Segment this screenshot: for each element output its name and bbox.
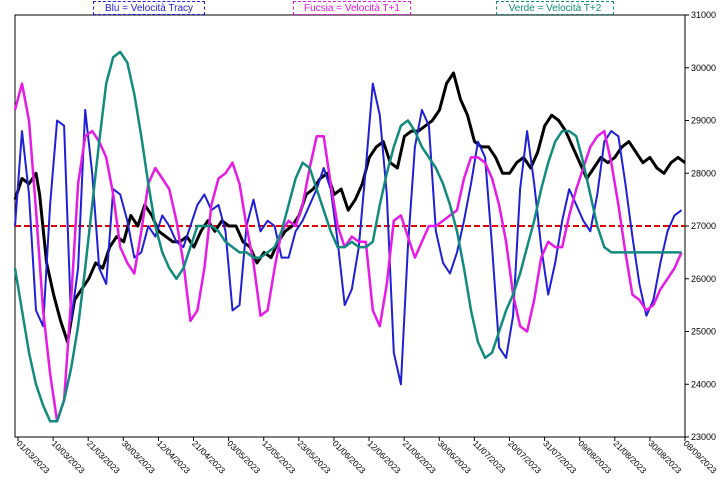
y-tick-label: 28000 xyxy=(691,168,716,178)
y-tick-label: 26000 xyxy=(691,274,716,284)
y-tick-label: 31000 xyxy=(691,10,716,20)
series-line-blue xyxy=(14,82,683,386)
y-tick-label: 24000 xyxy=(691,379,716,389)
x-tick-label: 30/08/2023 xyxy=(646,438,683,475)
x-tick-label: 12/04/2023 xyxy=(155,438,192,475)
x-tick-label: 12/06/2023 xyxy=(366,438,403,475)
y-tick-label: 29000 xyxy=(691,116,716,126)
y-tick-label: 23000 xyxy=(691,432,716,442)
x-tick-label: 21/04/2023 xyxy=(190,438,227,475)
x-tick-label: 01/06/2023 xyxy=(331,438,368,475)
x-tick-label: 09/08/2023 xyxy=(576,438,613,475)
series-line-green xyxy=(13,50,682,423)
y-tick-label: 30000 xyxy=(691,63,716,73)
legend-item-blue: Blu = Velocità Tracy xyxy=(93,1,205,15)
x-tick-label: 03/05/2023 xyxy=(225,438,262,475)
y-axis: 23000 24000 25000 26000 27000 28000 29000 30000… xyxy=(685,10,716,442)
y-tick-label: 27000 xyxy=(691,221,716,231)
x-tick-label: 12/05/2023 xyxy=(260,438,297,475)
x-axis: 01/03/202310/03/202321/03/202330/03/2023… xyxy=(15,437,719,476)
x-tick-label: 01/03/2023 xyxy=(15,438,52,475)
x-tick-label: 30/03/2023 xyxy=(120,438,157,475)
x-tick-label: 20/07/2023 xyxy=(506,438,543,475)
price-line xyxy=(13,71,686,344)
x-tick-label: 10/03/2023 xyxy=(50,438,87,475)
series-layer xyxy=(13,50,686,423)
x-tick-label: 31/07/2023 xyxy=(541,438,578,475)
y-tick-label: 25000 xyxy=(691,327,716,337)
x-tick-label: 08/09/2023 xyxy=(682,438,719,475)
x-tick-label: 21/03/2023 xyxy=(85,438,122,475)
x-tick-label: 21/06/2023 xyxy=(401,438,438,475)
x-tick-label: 21/08/2023 xyxy=(611,438,648,475)
x-tick-label: 23/05/2023 xyxy=(295,438,332,475)
legend-item-green: Verde = Velocità T+2 xyxy=(496,1,614,15)
x-tick-label: 11/07/2023 xyxy=(471,438,508,475)
series-line-fuchsia xyxy=(13,82,683,423)
legend-item-fuchsia: Fucsia = Velocità T+1 xyxy=(293,1,411,15)
x-tick-label: 30/06/2023 xyxy=(436,438,473,475)
